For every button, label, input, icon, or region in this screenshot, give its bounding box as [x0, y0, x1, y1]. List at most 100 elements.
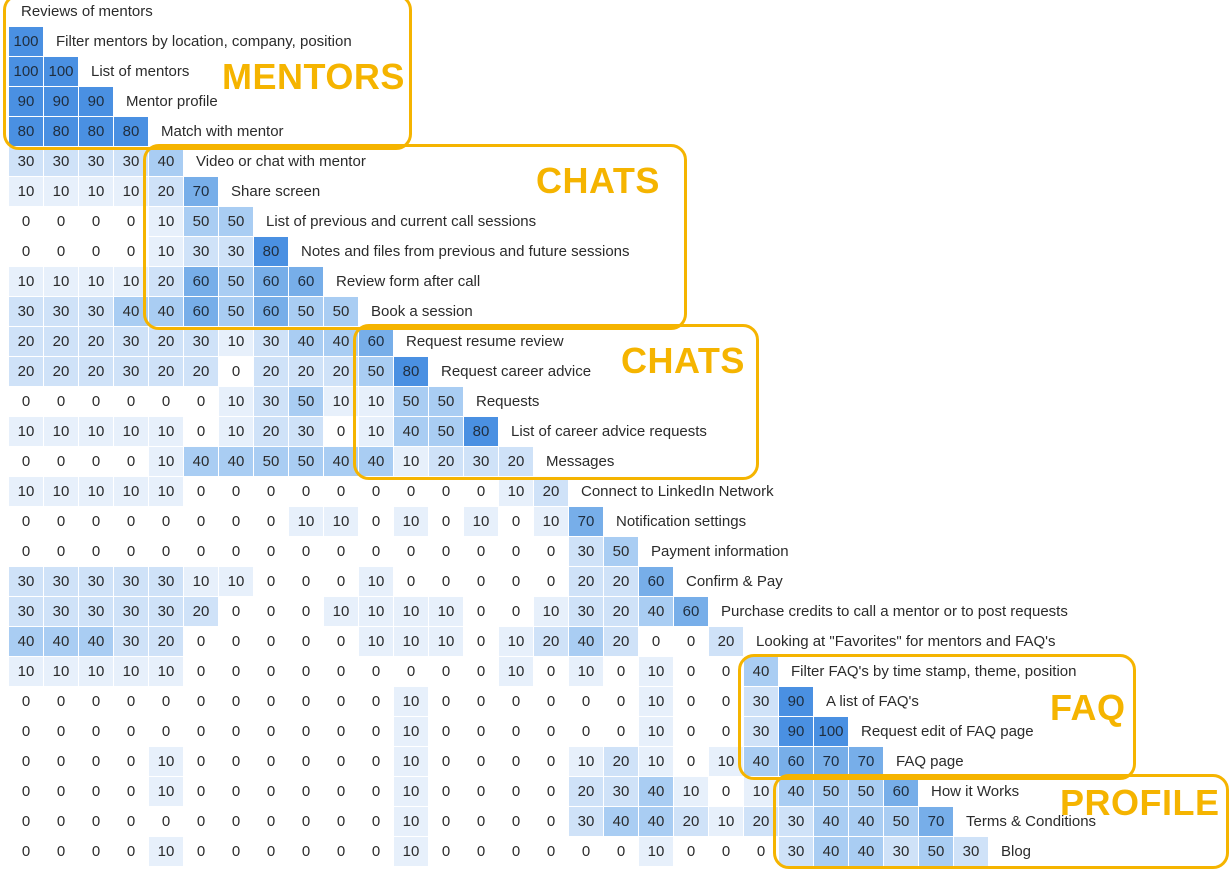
matrix-cell: 20 — [709, 627, 743, 656]
matrix-cell: 0 — [9, 387, 43, 416]
matrix-cell: 0 — [324, 537, 358, 566]
matrix-cell: 40 — [394, 417, 428, 446]
matrix-cell: 0 — [534, 837, 568, 866]
matrix-cell: 0 — [149, 387, 183, 416]
matrix-cell: 0 — [184, 477, 218, 506]
matrix-cell: 0 — [79, 837, 113, 866]
matrix-cell: 0 — [674, 747, 708, 776]
row-label: List of previous and current call sessio… — [266, 213, 537, 230]
matrix-cell: 70 — [569, 507, 603, 536]
matrix-cell: 0 — [219, 477, 253, 506]
matrix-cell: 0 — [674, 657, 708, 686]
matrix-cell: 10 — [359, 417, 393, 446]
matrix-cell: 0 — [254, 807, 288, 836]
matrix-cell: 10 — [499, 627, 533, 656]
matrix-cell: 0 — [359, 507, 393, 536]
row-label: Requests — [476, 393, 540, 410]
matrix-cell: 0 — [534, 657, 568, 686]
matrix-cell: 0 — [429, 567, 463, 596]
matrix-cell: 20 — [149, 267, 183, 296]
matrix-cell: 0 — [429, 777, 463, 806]
matrix-cell: 40 — [639, 807, 673, 836]
matrix-cell: 10 — [44, 177, 78, 206]
matrix-cell: 50 — [849, 777, 883, 806]
matrix-cell: 10 — [79, 177, 113, 206]
matrix-cell: 0 — [114, 717, 148, 746]
matrix-cell: 0 — [569, 717, 603, 746]
matrix-cell: 0 — [114, 507, 148, 536]
matrix-cell: 0 — [324, 477, 358, 506]
matrix-cell: 10 — [149, 477, 183, 506]
matrix-cell: 50 — [359, 357, 393, 386]
matrix-cell: 10 — [709, 747, 743, 776]
matrix-cell: 20 — [149, 357, 183, 386]
matrix-cell: 10 — [394, 597, 428, 626]
matrix-cell: 60 — [884, 777, 918, 806]
matrix-cell: 0 — [464, 777, 498, 806]
matrix-cell: 0 — [219, 687, 253, 716]
group-box — [738, 654, 1136, 780]
matrix-cell: 0 — [9, 837, 43, 866]
matrix-cell: 50 — [884, 807, 918, 836]
matrix-cell: 0 — [149, 717, 183, 746]
matrix-cell: 0 — [184, 537, 218, 566]
matrix-cell: 10 — [394, 837, 428, 866]
matrix-cell: 30 — [79, 567, 113, 596]
matrix-cell: 0 — [219, 357, 253, 386]
matrix-cell: 70 — [919, 807, 953, 836]
matrix-cell: 20 — [149, 627, 183, 656]
matrix-cell: 0 — [44, 807, 78, 836]
matrix-cell: 40 — [814, 807, 848, 836]
matrix-cell: 0 — [289, 627, 323, 656]
matrix-cell: 0 — [464, 717, 498, 746]
matrix-cell: 0 — [324, 627, 358, 656]
matrix-cell: 0 — [289, 837, 323, 866]
matrix-cell: 0 — [254, 567, 288, 596]
matrix-cell: 0 — [184, 387, 218, 416]
matrix-cell: 0 — [674, 717, 708, 746]
matrix-cell: 20 — [499, 447, 533, 476]
matrix-cell: 0 — [429, 717, 463, 746]
matrix-cell: 50 — [604, 537, 638, 566]
row-label: A list of FAQ's — [826, 693, 919, 710]
matrix-cell: 30 — [9, 297, 43, 326]
matrix-cell: 100 — [44, 57, 78, 86]
matrix-cell: 0 — [79, 747, 113, 776]
matrix-cell: 0 — [324, 657, 358, 686]
matrix-cell: 30 — [779, 807, 813, 836]
matrix-cell: 10 — [359, 567, 393, 596]
matrix-cell: 0 — [394, 657, 428, 686]
matrix-cell: 20 — [254, 357, 288, 386]
matrix-cell: 10 — [149, 417, 183, 446]
matrix-cell: 0 — [394, 567, 428, 596]
matrix-cell: 60 — [184, 297, 218, 326]
matrix-cell: 20 — [254, 417, 288, 446]
matrix-cell: 20 — [569, 567, 603, 596]
matrix-cell: 0 — [674, 627, 708, 656]
matrix-cell: 0 — [254, 747, 288, 776]
row-label: Blog — [1001, 843, 1032, 860]
matrix-cell: 10 — [744, 777, 778, 806]
matrix-cell: 90 — [779, 687, 813, 716]
matrix-cell: 0 — [219, 747, 253, 776]
matrix-cell: 0 — [534, 537, 568, 566]
row-label: Confirm & Pay — [686, 573, 783, 590]
matrix-cell: 0 — [79, 207, 113, 236]
matrix-cell: 0 — [44, 387, 78, 416]
matrix-cell: 0 — [184, 507, 218, 536]
matrix-cell: 40 — [79, 627, 113, 656]
matrix-cell: 30 — [569, 537, 603, 566]
matrix-cell: 0 — [79, 777, 113, 806]
matrix-cell: 30 — [44, 567, 78, 596]
matrix-cell: 10 — [394, 777, 428, 806]
matrix-cell: 20 — [534, 477, 568, 506]
matrix-cell: 10 — [149, 207, 183, 236]
matrix-cell: 10 — [149, 237, 183, 266]
matrix-cell: 0 — [289, 537, 323, 566]
matrix-cell: 40 — [149, 297, 183, 326]
matrix-cell: 0 — [429, 837, 463, 866]
matrix-cell: 10 — [359, 627, 393, 656]
matrix-cell: 30 — [289, 417, 323, 446]
matrix-cell: 0 — [219, 657, 253, 686]
matrix-cell: 10 — [324, 387, 358, 416]
